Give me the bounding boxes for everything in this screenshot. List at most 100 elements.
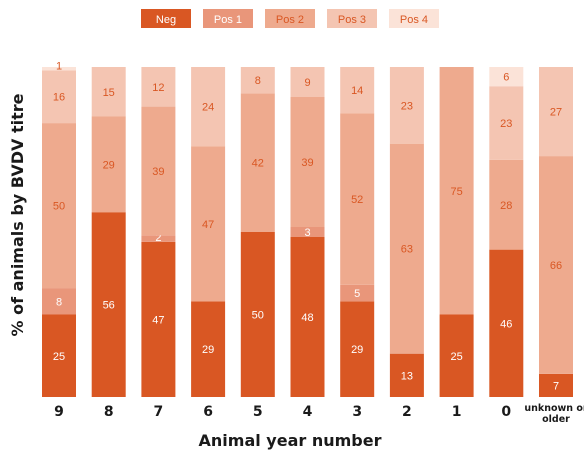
legend-swatch-neg bbox=[141, 9, 191, 28]
bar-segment bbox=[141, 235, 176, 242]
bar-segment bbox=[340, 67, 375, 114]
bar-segment-value-label: 25 bbox=[450, 351, 462, 363]
bar-segment bbox=[240, 67, 275, 94]
bar-segment-value-label: 47 bbox=[202, 219, 214, 231]
x-tick-label: 8 bbox=[104, 404, 114, 420]
x-tick-label: 0 bbox=[501, 404, 511, 420]
bar-segment-value-label: 29 bbox=[351, 344, 363, 356]
x-tick-label: 2 bbox=[402, 404, 412, 420]
bar-segment bbox=[340, 284, 375, 302]
bar-segment-value-label: 39 bbox=[301, 157, 313, 169]
bar-segment-value-label: 29 bbox=[103, 159, 115, 171]
x-tick-label: 3 bbox=[352, 404, 362, 420]
x-tick-label: 4 bbox=[303, 404, 313, 420]
bar-segment-value-label: 3 bbox=[304, 227, 310, 239]
bar-segment-value-label: 25 bbox=[53, 351, 65, 363]
bar-segment-value-label: 56 bbox=[103, 300, 115, 312]
bar-segment-value-label: 42 bbox=[252, 158, 264, 170]
bar-segment-value-label: 13 bbox=[401, 370, 413, 382]
bar-segment bbox=[489, 67, 524, 87]
bar-segment bbox=[539, 156, 573, 374]
bar-segment bbox=[42, 288, 76, 315]
bar-segment-value-label: 23 bbox=[401, 100, 413, 112]
bar-segment bbox=[290, 97, 325, 227]
bar-segment bbox=[539, 373, 573, 397]
bar-segment-value-label: 7 bbox=[553, 380, 559, 392]
bar-segment-value-label: 23 bbox=[500, 118, 512, 130]
legend-label-pos-4: Pos 4 bbox=[400, 14, 428, 26]
bar-segment-value-label: 28 bbox=[500, 200, 512, 212]
bar-segment bbox=[290, 67, 325, 97]
bar-segment-value-label: 47 bbox=[152, 314, 164, 326]
x-tick-label: unknown or older bbox=[524, 403, 584, 425]
bar-segment bbox=[191, 146, 226, 302]
bar-segment bbox=[290, 237, 325, 397]
bar-segment-value-label: 52 bbox=[351, 194, 363, 206]
chart-legend: Neg Pos 1 Pos 2 Pos 3 Pos 4 bbox=[141, 9, 439, 28]
bar-segment-value-label: 1 bbox=[56, 60, 62, 72]
bar-segment bbox=[240, 232, 275, 397]
legend-swatch-pos-1 bbox=[203, 9, 253, 28]
bar-segment bbox=[340, 301, 375, 397]
bar-segment-value-label: 75 bbox=[450, 186, 462, 198]
bar-segment-value-label: 50 bbox=[252, 310, 264, 322]
legend-swatch-pos-3 bbox=[327, 9, 377, 28]
bar-segment bbox=[389, 353, 424, 397]
bar-segment-value-label: 16 bbox=[53, 92, 65, 104]
legend-label-pos-1: Pos 1 bbox=[214, 14, 242, 26]
bar-segment-value-label: 8 bbox=[255, 75, 261, 87]
bar-segment-value-label: 46 bbox=[500, 318, 512, 330]
bar-segment-value-label: 50 bbox=[53, 201, 65, 213]
x-tick-label: 5 bbox=[253, 404, 263, 420]
bar-segment-value-label: 14 bbox=[351, 85, 363, 97]
bar-segment-value-label: 66 bbox=[550, 260, 562, 272]
bar-segment-value-label: 48 bbox=[301, 312, 313, 324]
bar-segment bbox=[141, 67, 176, 107]
bar-segment-value-label: 15 bbox=[103, 87, 115, 99]
bar-segment bbox=[42, 123, 76, 289]
bar-segment bbox=[141, 106, 176, 236]
bar-segment bbox=[191, 67, 226, 147]
bar-segment-value-label: 27 bbox=[550, 107, 562, 119]
x-tick-label: 9 bbox=[54, 404, 64, 420]
x-axis-tick-labels: 9 8 7 6 5 4 3 2 1 0 unknown or older bbox=[54, 403, 584, 425]
x-tick-label: 6 bbox=[203, 404, 213, 420]
legend-label-neg: Neg bbox=[156, 14, 176, 26]
bar-segment bbox=[489, 86, 524, 160]
bar-segment-value-label: 63 bbox=[401, 244, 413, 256]
x-tick-label: 1 bbox=[452, 404, 462, 420]
bar-segment-value-label: 6 bbox=[503, 72, 509, 84]
bar-segment bbox=[290, 227, 325, 237]
bar-segment bbox=[539, 67, 573, 157]
legend-swatch-pos-4 bbox=[389, 9, 439, 28]
bar-segment bbox=[42, 314, 76, 397]
legend-label-pos-2: Pos 2 bbox=[276, 14, 304, 26]
bar-segment bbox=[42, 67, 76, 71]
bar-segment bbox=[191, 301, 226, 397]
bar-segment-value-label: 2 bbox=[155, 232, 161, 244]
x-axis-title: Animal year number bbox=[199, 431, 382, 450]
bar-segment bbox=[389, 67, 424, 144]
bar-segment bbox=[389, 143, 424, 354]
bar-segment-value-label: 12 bbox=[152, 82, 164, 94]
bar-segment bbox=[91, 212, 126, 397]
y-axis-title: % of animals by BVDV titre bbox=[8, 93, 27, 336]
bar-segment bbox=[91, 116, 126, 213]
bar-segment bbox=[489, 249, 524, 397]
bar-segment-value-label: 39 bbox=[152, 166, 164, 178]
legend-label-pos-3: Pos 3 bbox=[338, 14, 366, 26]
bar-segment-value-label: 5 bbox=[354, 288, 360, 300]
bar-segment bbox=[340, 113, 375, 285]
x-tick-label: 7 bbox=[154, 404, 164, 420]
bar-segment-value-label: 9 bbox=[304, 77, 310, 89]
bar-segment bbox=[439, 314, 474, 397]
bar-segment bbox=[141, 241, 176, 397]
legend-swatch-pos-2 bbox=[265, 9, 315, 28]
bar-segment bbox=[489, 159, 524, 250]
bar-segment-value-label: 8 bbox=[56, 296, 62, 308]
bar-segment-value-label: 29 bbox=[202, 344, 214, 356]
bar-segment bbox=[240, 93, 275, 233]
bar-segment-value-label: 24 bbox=[202, 102, 214, 114]
plot-area: 2585016156291547239122947245042848339929… bbox=[42, 60, 573, 397]
